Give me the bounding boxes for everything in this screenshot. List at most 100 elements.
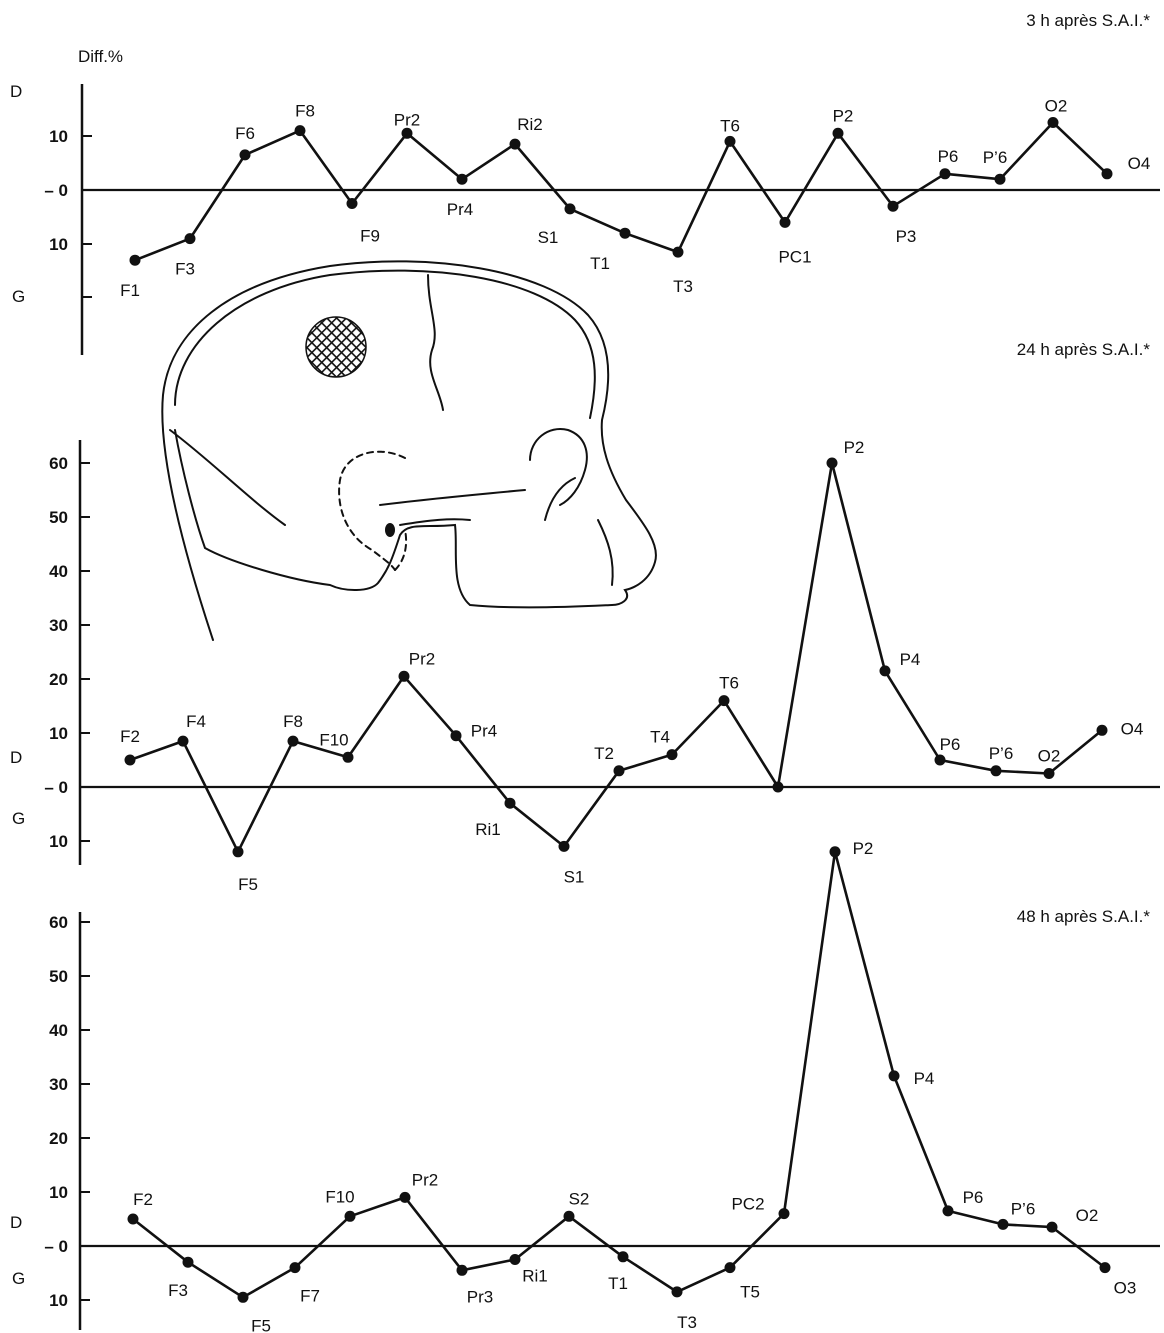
data-point-label: F8 bbox=[283, 712, 303, 731]
data-point-label: S1 bbox=[564, 867, 585, 886]
data-point-label: P6 bbox=[963, 1188, 984, 1207]
data-point bbox=[456, 173, 468, 185]
data-point-label: P’6 bbox=[983, 148, 1008, 167]
y-axis-label: Diff.% bbox=[78, 47, 123, 66]
y-tick-label: – 0 bbox=[44, 1237, 68, 1256]
data-point bbox=[1046, 1221, 1058, 1233]
data-point-label: F5 bbox=[251, 1316, 271, 1333]
data-point-label: Pr4 bbox=[447, 200, 473, 219]
data-point bbox=[182, 1256, 194, 1268]
data-point bbox=[509, 1254, 521, 1265]
data-point-label: F3 bbox=[175, 260, 195, 279]
data-point-label: T1 bbox=[590, 254, 610, 273]
data-point bbox=[942, 1205, 954, 1217]
y-tick-label: – 0 bbox=[44, 778, 68, 797]
data-point bbox=[887, 200, 899, 212]
data-point-label: F10 bbox=[319, 730, 348, 749]
data-point-label: S2 bbox=[569, 1189, 590, 1208]
data-series: F2 F3 F5 F7 F10 Pr2 Pr3 Ri1 S2 T1 T3 T5 PC2 P2 P4 P6 P’6… bbox=[127, 839, 1136, 1333]
data-point-label: Pr2 bbox=[394, 110, 420, 129]
data-point-label: O4 bbox=[1128, 154, 1151, 173]
data-point bbox=[287, 735, 299, 747]
data-point bbox=[564, 203, 576, 215]
hatched-lesion-icon bbox=[305, 316, 367, 378]
data-point bbox=[456, 1264, 468, 1276]
data-point bbox=[934, 754, 946, 766]
chart-panel-3h: 3 h après S.A.I.* Diff.% D G 10 – 0 10 F… bbox=[10, 11, 1160, 355]
data-point bbox=[127, 1213, 139, 1225]
series-line bbox=[129, 461, 1103, 854]
data-point bbox=[177, 735, 189, 747]
data-point bbox=[724, 1262, 736, 1274]
data-point-label: F5 bbox=[238, 875, 258, 894]
data-point-label: F2 bbox=[133, 1190, 153, 1209]
y-ticks: 60 50 40 30 20 10 – 0 10 bbox=[44, 454, 90, 851]
data-point bbox=[617, 1251, 629, 1263]
data-point bbox=[398, 670, 410, 682]
data-point-label: Pr2 bbox=[409, 649, 435, 668]
chart-title: 3 h après S.A.I.* bbox=[1026, 11, 1150, 30]
data-point bbox=[124, 754, 136, 766]
y-tick-label: 20 bbox=[49, 1129, 68, 1148]
data-point-label: P6 bbox=[940, 735, 961, 754]
data-point bbox=[997, 1218, 1009, 1230]
y-tick-label: 10 bbox=[49, 127, 68, 146]
data-point bbox=[129, 254, 141, 266]
data-point bbox=[401, 127, 413, 139]
data-point bbox=[239, 149, 251, 161]
data-point bbox=[1096, 724, 1108, 736]
data-point bbox=[184, 233, 196, 245]
y-tick-label: – 0 bbox=[44, 181, 68, 200]
data-series: F2 F4 F5 F8 F10 Pr2 Pr4 Ri1 S1 T2 T4 T6 P2 P4 P6 P’6 O2 O… bbox=[120, 438, 1143, 894]
data-point bbox=[1047, 117, 1059, 128]
chart-title: 48 h après S.A.I.* bbox=[1017, 907, 1151, 926]
y-tick-label: 10 bbox=[49, 832, 68, 851]
data-point bbox=[619, 227, 631, 239]
data-point-label: P4 bbox=[914, 1069, 935, 1088]
data-point bbox=[994, 173, 1006, 185]
data-point bbox=[344, 1210, 356, 1222]
data-point bbox=[879, 665, 891, 677]
y-tick-label: 10 bbox=[49, 235, 68, 254]
y-tick-label: 20 bbox=[49, 670, 68, 689]
data-point-label: F2 bbox=[120, 727, 140, 746]
data-point-label: F9 bbox=[360, 227, 380, 246]
data-point-label: P’6 bbox=[1011, 1199, 1036, 1218]
data-point-label: Pr4 bbox=[471, 722, 497, 741]
chart-panel-48h: 48 h après S.A.I.* D G 60 50 40 30 20 10 – 0 10… bbox=[10, 839, 1160, 1333]
data-point-label: F1 bbox=[120, 281, 140, 300]
data-point-label: P2 bbox=[833, 106, 854, 125]
data-point-label: Ri2 bbox=[517, 115, 543, 134]
data-point bbox=[724, 135, 736, 147]
series-line bbox=[134, 121, 1108, 262]
data-point-label: T1 bbox=[608, 1274, 628, 1293]
side-label-g: G bbox=[12, 1269, 25, 1288]
data-point-label: S1 bbox=[538, 228, 559, 247]
data-point-label: P4 bbox=[900, 650, 921, 669]
data-point-label: T5 bbox=[740, 1283, 760, 1302]
y-tick-label: 60 bbox=[49, 913, 68, 932]
skull-profile-icon bbox=[161, 260, 657, 641]
data-point-label: Pr2 bbox=[412, 1170, 438, 1189]
data-point bbox=[237, 1291, 249, 1303]
data-series: F1 F3 F6 F8 F9 Pr2 Pr4 Ri2 S1 T1 T3 T6 PC1 P2 P3 P6 P’6 O… bbox=[120, 97, 1150, 301]
y-tick-label: 10 bbox=[49, 724, 68, 743]
data-point bbox=[294, 125, 306, 137]
data-point-label: Pr3 bbox=[467, 1287, 493, 1306]
series-line bbox=[132, 850, 1106, 1299]
data-point-label: F4 bbox=[186, 712, 206, 731]
data-point-label: P3 bbox=[896, 227, 917, 246]
data-point-label: T2 bbox=[594, 744, 614, 763]
y-ticks: 60 50 40 30 20 10 – 0 10 bbox=[44, 913, 90, 1310]
data-point bbox=[558, 840, 570, 852]
data-point-label: T3 bbox=[673, 277, 693, 296]
data-point-label: O2 bbox=[1045, 97, 1068, 116]
data-point-label: F3 bbox=[168, 1281, 188, 1300]
data-point bbox=[504, 797, 516, 809]
data-point-label: Ri1 bbox=[475, 820, 501, 839]
data-point bbox=[939, 168, 951, 180]
data-point bbox=[718, 695, 730, 707]
y-tick-label: 50 bbox=[49, 967, 68, 986]
